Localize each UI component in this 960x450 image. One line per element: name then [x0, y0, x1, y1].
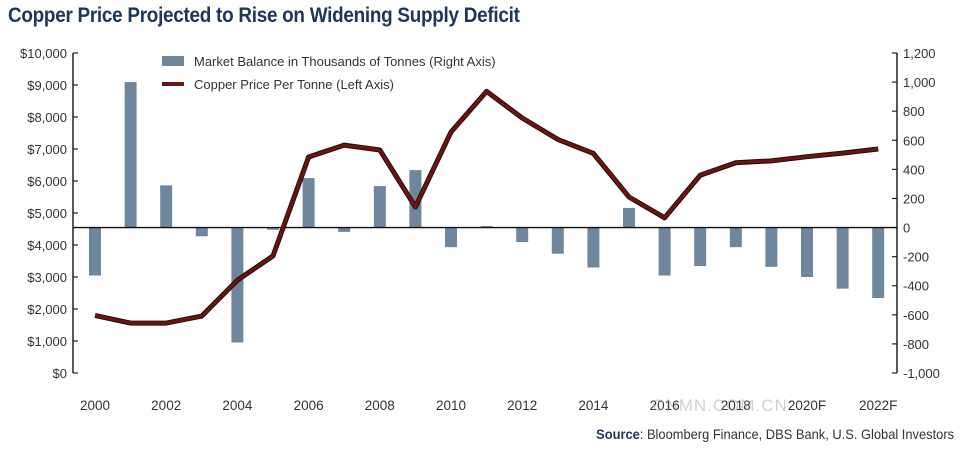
- x-tick-label: 2004: [222, 398, 253, 413]
- bar-2009: [409, 170, 422, 228]
- bar-2006: [302, 178, 315, 228]
- watermark: CNMN.COM.CN: [652, 396, 788, 415]
- right-tick-label: -800: [903, 337, 929, 352]
- x-tick-label: 2008: [365, 398, 395, 413]
- left-tick-label: $6,000: [27, 174, 67, 189]
- bar-2015: [623, 207, 635, 228]
- bar-2007: [338, 227, 351, 232]
- left-tick-label: $8,000: [27, 110, 67, 125]
- left-tick-label: $10,000: [20, 46, 67, 61]
- bar-2005: [267, 227, 279, 230]
- x-tick-label: 2006: [294, 398, 324, 413]
- left-tick-label: $1,000: [27, 334, 67, 349]
- right-tick-label: -200: [903, 250, 929, 265]
- bar-2003: [195, 227, 208, 237]
- right-tick-label: -400: [903, 279, 929, 294]
- right-tick-label: 400: [903, 162, 925, 177]
- x-tick-label: 2002: [151, 398, 181, 413]
- bar-2000: [89, 227, 101, 276]
- source-label: Source: [596, 426, 640, 442]
- x-tick-label: 2014: [578, 398, 609, 413]
- bar-2012: [516, 227, 529, 243]
- bar-2004: [231, 227, 244, 343]
- x-tick-label: 2010: [436, 398, 466, 413]
- x-tick-label: 2022F: [859, 398, 897, 413]
- bar-2001: [124, 82, 137, 228]
- left-tick-label: $9,000: [27, 78, 67, 93]
- bar-2022F: [872, 227, 885, 299]
- legend-line-label: Copper Price Per Tonne (Left Axis): [194, 77, 394, 92]
- left-tick-label: $0: [53, 366, 67, 381]
- price-line: [94, 89, 879, 325]
- chart-title: Copper Price Projected to Rise on Wideni…: [8, 4, 520, 27]
- legend-bar-swatch: [162, 56, 184, 66]
- right-tick-label: 1,000: [903, 75, 936, 90]
- right-tick-label: 600: [903, 133, 925, 148]
- left-tick-label: $2,000: [27, 302, 67, 317]
- source-note: Source: Bloomberg Finance, DBS Bank, U.S…: [596, 426, 954, 442]
- bar-2011: [480, 226, 493, 228]
- bar-2017: [694, 227, 707, 267]
- source-text: : Bloomberg Finance, DBS Bank, U.S. Glob…: [639, 426, 954, 442]
- left-tick-label: $4,000: [27, 238, 67, 253]
- right-tick-label: 1,200: [903, 46, 936, 61]
- bar-2016: [658, 227, 671, 276]
- bar-2008: [373, 186, 386, 228]
- right-tick-label: 800: [903, 104, 925, 119]
- right-tick-label: -600: [903, 308, 929, 323]
- bar-2014: [587, 227, 600, 268]
- bar-2002: [160, 185, 173, 228]
- left-tick-label: $7,000: [27, 142, 67, 157]
- bar-2018: [729, 227, 742, 248]
- x-tick-label: 2018: [721, 398, 751, 413]
- bar-2021F: [836, 227, 849, 289]
- right-tick-label: 0: [903, 221, 910, 236]
- price-line-outline: [94, 88, 879, 326]
- x-tick-label: 2012: [507, 398, 537, 413]
- bar-2013: [551, 227, 564, 254]
- x-tick-label: 2016: [650, 398, 680, 413]
- bar-2010: [445, 227, 457, 248]
- bar-2020F: [801, 227, 813, 277]
- x-tick-label: 2020F: [788, 398, 826, 413]
- x-tick-label: 2000: [80, 398, 110, 413]
- right-tick-label: 200: [903, 191, 925, 206]
- left-tick-label: $3,000: [27, 270, 67, 285]
- right-tick-label: -1,000: [903, 366, 940, 381]
- legend-bar-label: Market Balance in Thousands of Tonnes (R…: [194, 54, 496, 69]
- left-tick-label: $5,000: [27, 206, 67, 221]
- bar-2019: [765, 227, 778, 267]
